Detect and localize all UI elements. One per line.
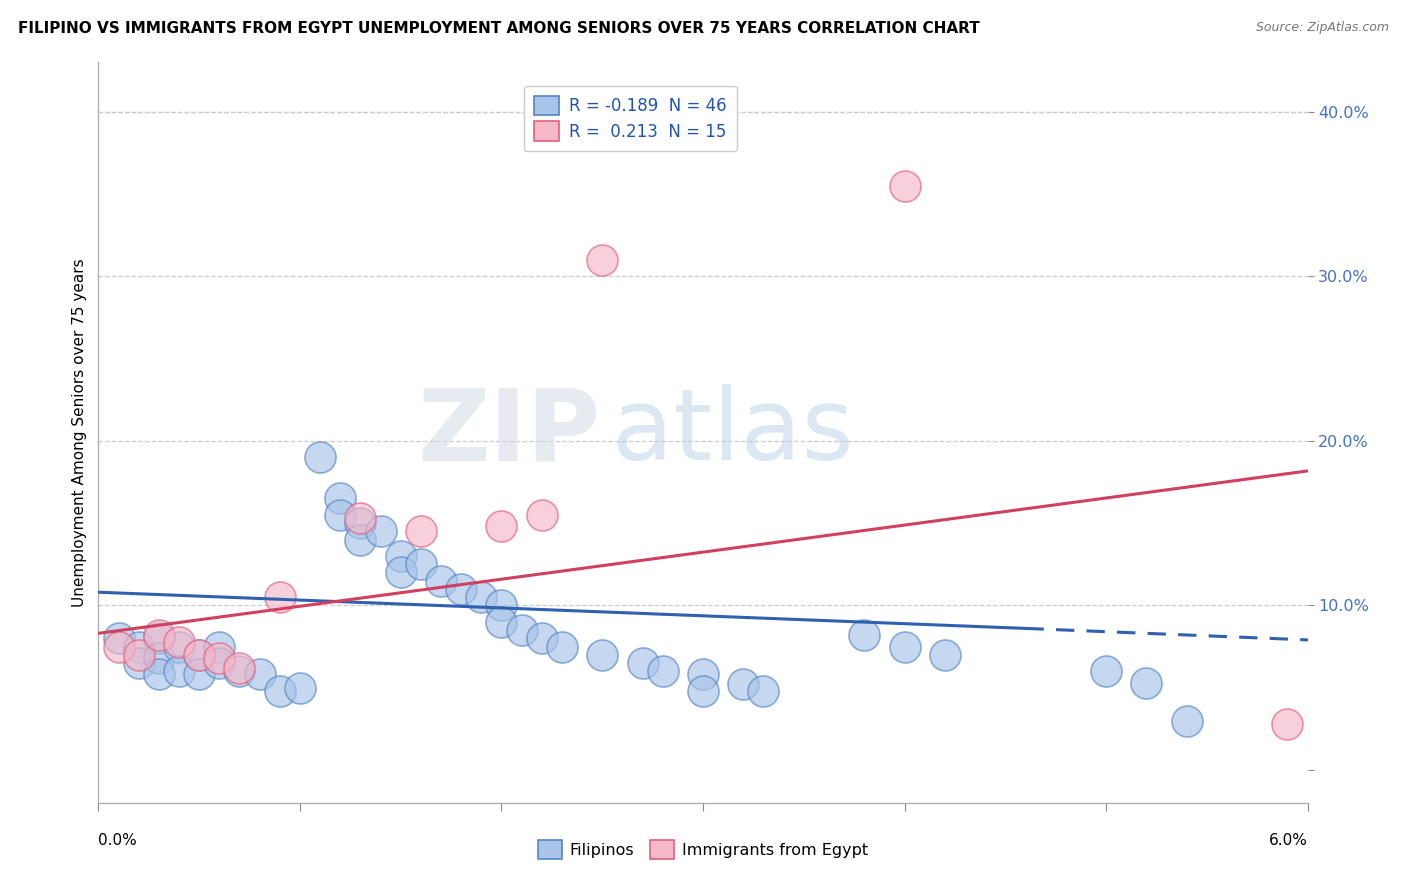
Point [651,664,673,678]
Point [370,524,392,539]
Point [692,684,714,698]
Point [491,519,513,533]
Point [430,574,453,588]
Point [208,640,231,654]
Point [148,632,170,646]
Point [148,628,170,642]
Point [249,667,271,681]
Point [269,684,291,698]
Text: atlas: atlas [613,384,853,481]
Point [228,661,250,675]
Point [167,640,190,654]
Point [491,615,513,629]
Text: ZIP: ZIP [418,384,600,481]
Point [1135,675,1157,690]
Point [893,178,915,193]
Text: 0.0%: 0.0% [98,833,138,848]
Point [491,599,513,613]
Point [853,628,876,642]
Point [128,656,150,670]
Point [208,656,231,670]
Point [934,648,956,662]
Point [167,634,190,648]
Point [1277,716,1299,731]
Point [530,508,553,522]
Point [752,684,775,698]
Point [269,590,291,604]
Point [167,664,190,678]
Legend: Filipinos, Immigrants from Egypt: Filipinos, Immigrants from Egypt [531,834,875,865]
Point [591,252,613,267]
Point [551,640,574,654]
Point [128,648,150,662]
Point [309,450,332,465]
Point [389,549,412,563]
Point [188,667,211,681]
Y-axis label: Unemployment Among Seniors over 75 years: Unemployment Among Seniors over 75 years [72,259,87,607]
Point [450,582,472,596]
Point [208,651,231,665]
Point [470,590,492,604]
Point [530,632,553,646]
Point [349,516,371,530]
Point [107,632,129,646]
Point [733,677,755,691]
Point [107,640,129,654]
Text: 6.0%: 6.0% [1268,833,1308,848]
Point [409,524,432,539]
Point [148,651,170,665]
Point [389,566,412,580]
Point [329,508,352,522]
Point [692,667,714,681]
Point [591,648,613,662]
Point [329,491,352,506]
Point [1095,664,1118,678]
Point [288,681,311,695]
Point [1175,714,1198,728]
Point [409,558,432,572]
Point [188,648,211,662]
Point [349,533,371,547]
Text: Source: ZipAtlas.com: Source: ZipAtlas.com [1256,21,1389,34]
Point [893,640,915,654]
Point [510,623,533,637]
Point [128,640,150,654]
Point [631,656,654,670]
Point [188,648,211,662]
Point [228,664,250,678]
Point [349,511,371,525]
Point [148,667,170,681]
Text: FILIPINO VS IMMIGRANTS FROM EGYPT UNEMPLOYMENT AMONG SENIORS OVER 75 YEARS CORRE: FILIPINO VS IMMIGRANTS FROM EGYPT UNEMPL… [18,21,980,36]
